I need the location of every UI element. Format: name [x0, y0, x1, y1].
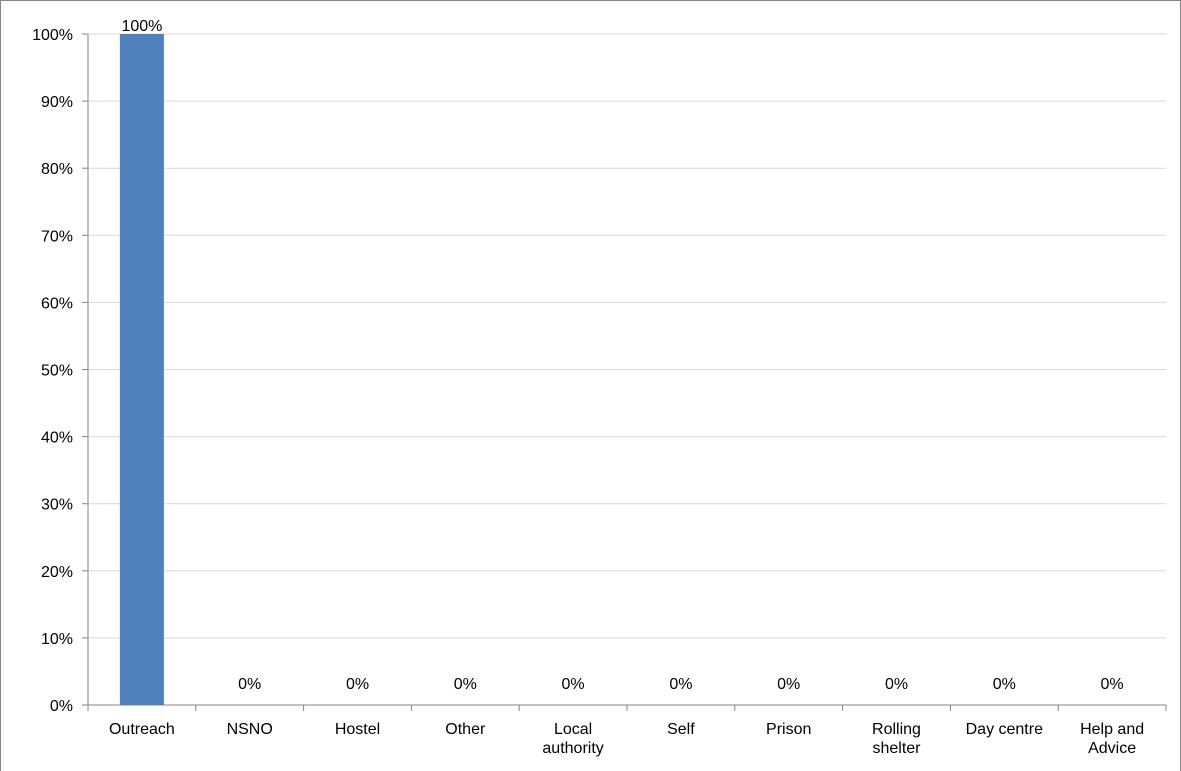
y-tick-label: 30% — [41, 497, 73, 514]
x-category-label: authority — [542, 740, 603, 757]
x-category-label: Day centre — [966, 721, 1043, 738]
bar — [119, 34, 164, 705]
x-category-label: Other — [445, 721, 486, 738]
data-label: 0% — [454, 676, 477, 693]
data-label: 0% — [777, 676, 800, 693]
y-tick-label: 20% — [41, 564, 73, 581]
y-tick-label: 70% — [41, 228, 73, 245]
y-tick-label: 40% — [41, 430, 73, 447]
x-category-label: Help and — [1080, 721, 1144, 738]
data-label: 0% — [993, 676, 1016, 693]
x-category-label: Local — [554, 721, 592, 738]
y-tick-label: 90% — [41, 94, 73, 111]
x-category-label: Prison — [766, 721, 811, 738]
y-tick-label: 100% — [32, 27, 73, 44]
data-label: 100% — [121, 18, 162, 35]
data-label: 0% — [885, 676, 908, 693]
x-category-label: Advice — [1088, 740, 1136, 757]
y-tick-label: 60% — [41, 295, 73, 312]
x-category-label: Rolling — [872, 721, 921, 738]
x-category-label: Outreach — [109, 721, 175, 738]
y-tick-label: 50% — [41, 363, 73, 380]
data-label: 0% — [238, 676, 261, 693]
data-label: 0% — [669, 676, 692, 693]
x-category-label: shelter — [872, 740, 921, 757]
data-label: 0% — [562, 676, 585, 693]
data-label: 0% — [1101, 676, 1124, 693]
y-tick-label: 80% — [41, 161, 73, 178]
y-tick-label: 0% — [50, 698, 73, 715]
data-label: 0% — [346, 676, 369, 693]
x-category-label: Self — [667, 721, 695, 738]
x-category-label: NSNO — [227, 721, 273, 738]
x-category-label: Hostel — [335, 721, 380, 738]
y-tick-label: 10% — [41, 631, 73, 648]
